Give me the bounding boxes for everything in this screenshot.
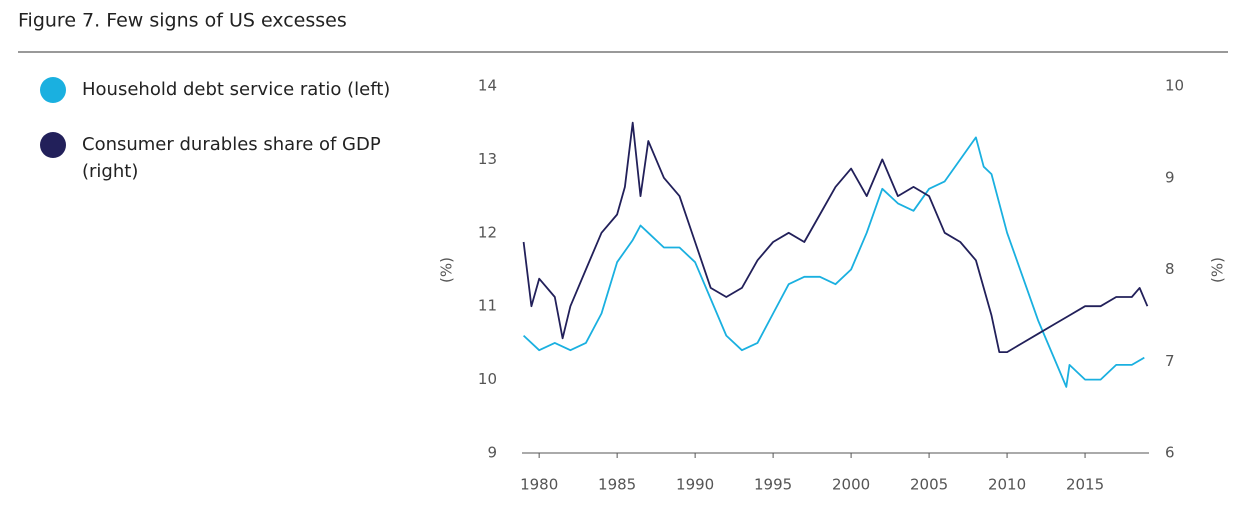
y2-tick-label: 10 — [1165, 77, 1184, 95]
legend-swatch — [40, 77, 66, 103]
y-tick-label: 14 — [478, 77, 497, 95]
y-tick-label: 10 — [478, 370, 497, 388]
y2-tick-label: 7 — [1165, 352, 1175, 370]
y2-tick-label: 8 — [1165, 260, 1175, 278]
y-tick-label: 11 — [478, 297, 497, 315]
x-tick-label: 1985 — [598, 476, 636, 494]
y-tick-label: 13 — [478, 150, 497, 168]
x-tick-label: 2000 — [832, 476, 870, 494]
chart-title: Figure 7. Few signs of US excesses — [18, 10, 347, 32]
y-axis-label: (%) — [438, 257, 456, 283]
legend-swatch — [40, 132, 66, 158]
x-tick-label: 2005 — [910, 476, 948, 494]
y2-tick-label: 9 — [1165, 168, 1175, 186]
y-tick-label: 9 — [487, 444, 497, 462]
series-line — [522, 136, 1145, 388]
x-tick-label: 1995 — [754, 476, 792, 494]
legend-label: Household debt service ratio (left) — [82, 79, 390, 100]
x-tick-label: 2010 — [988, 476, 1026, 494]
legend-label: Consumer durables share of GDP (right) — [82, 134, 381, 182]
series-line — [522, 121, 1149, 353]
y2-tick-label: 6 — [1165, 444, 1175, 462]
x-tick-label: 2015 — [1066, 476, 1104, 494]
y2-axis-label: (%) — [1209, 257, 1227, 283]
x-tick-label: 1980 — [520, 476, 558, 494]
x-tick-label: 1990 — [676, 476, 714, 494]
y-tick-label: 12 — [478, 223, 497, 241]
